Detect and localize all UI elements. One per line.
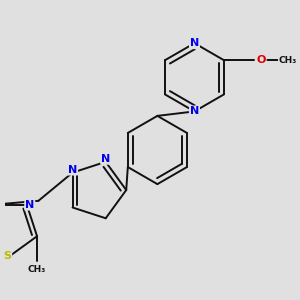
Text: N: N (68, 165, 77, 175)
Text: N: N (190, 38, 199, 48)
Text: N: N (190, 106, 199, 116)
Text: CH₃: CH₃ (28, 265, 46, 274)
Text: N: N (101, 154, 110, 164)
Text: N: N (25, 200, 34, 210)
Text: S: S (3, 251, 11, 261)
Text: O: O (256, 55, 266, 65)
Text: CH₃: CH₃ (279, 56, 297, 65)
